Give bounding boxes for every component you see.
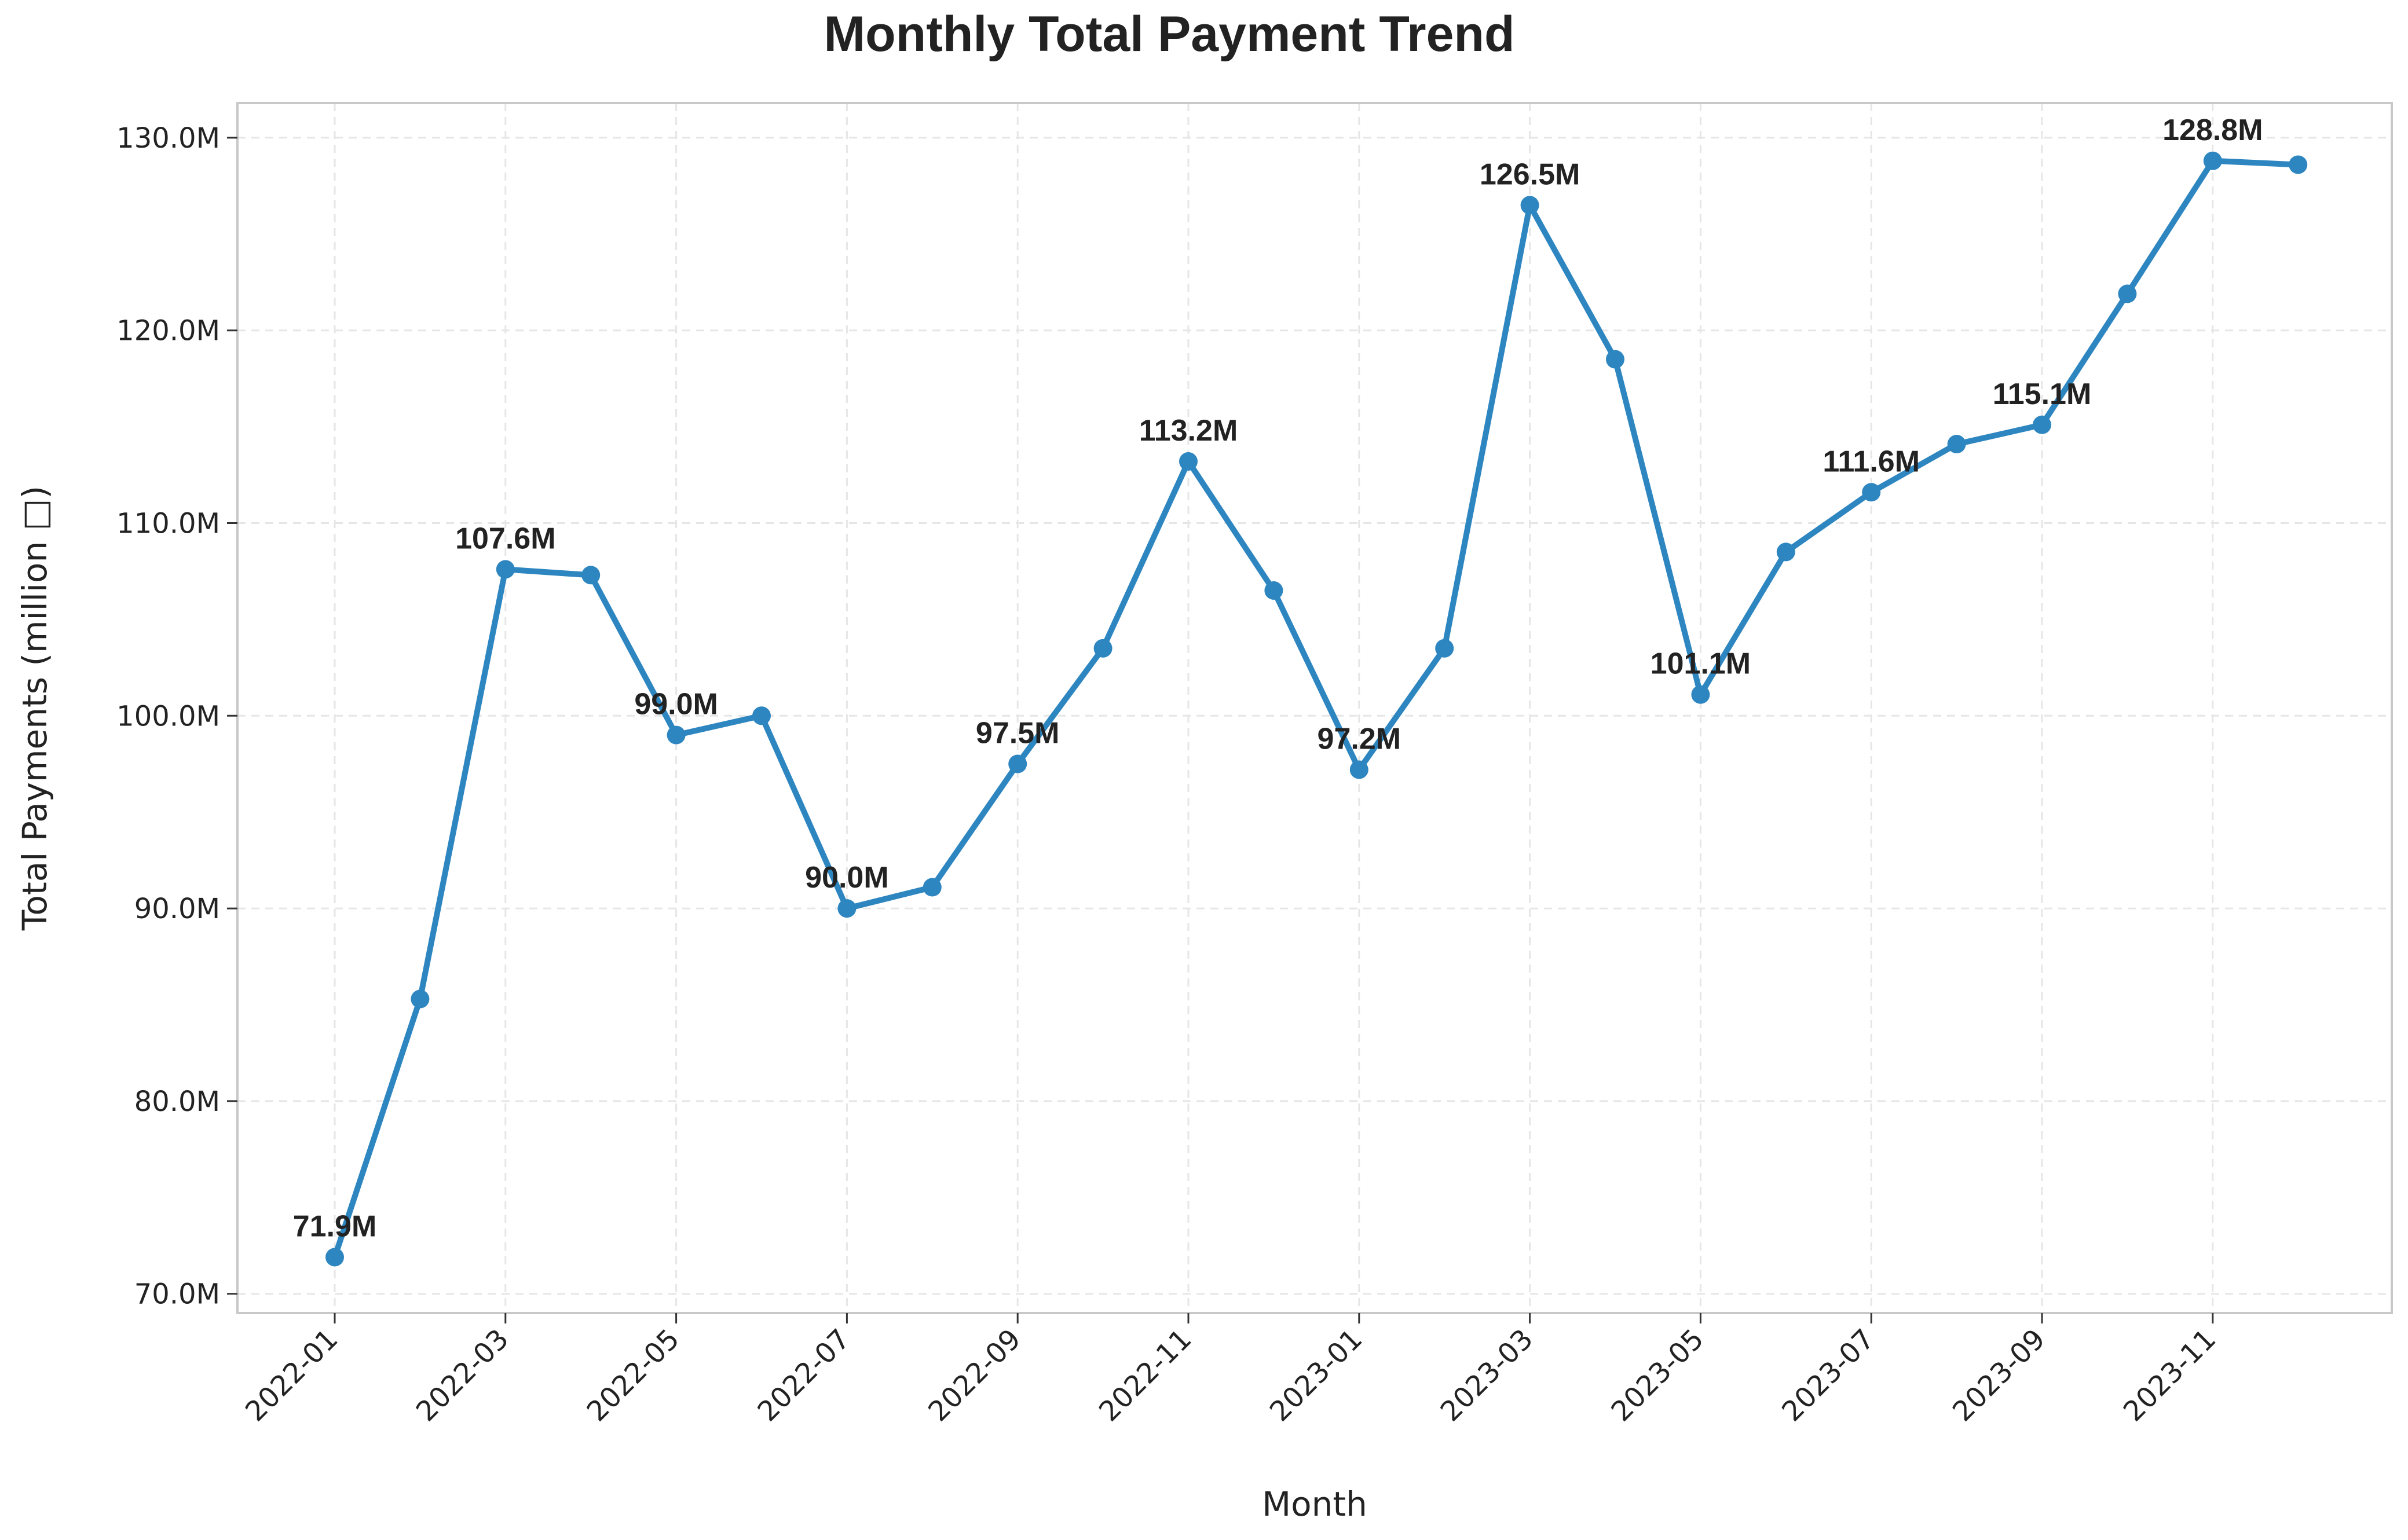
- y-tick-label: 90.0M: [134, 893, 220, 925]
- series-line: [332, 157, 2301, 1260]
- data-label: 115.1M: [1993, 377, 2092, 411]
- data-label: 99.0M: [634, 688, 718, 721]
- grid-lines: [237, 103, 2392, 1313]
- x-axis-label: Month: [1262, 1484, 1367, 1524]
- data-point: [1776, 542, 1795, 562]
- data-label: 107.6M: [455, 522, 555, 555]
- data-point: [923, 878, 942, 897]
- x-tick-label: 2022-09: [922, 1323, 1027, 1428]
- data-point: [1008, 754, 1027, 773]
- series-polyline: [332, 157, 2301, 1260]
- data-point: [1862, 483, 1881, 502]
- data-label: 90.0M: [805, 861, 889, 894]
- y-axis: 70.0M 80.0M 90.0M 100.0M 110.0M 120.0M 130.0M: [116, 122, 237, 1311]
- x-tick-label: 2022-07: [751, 1323, 856, 1428]
- x-tick-label: 2022-11: [1093, 1323, 1198, 1428]
- data-point: [496, 560, 515, 579]
- data-point: [2118, 284, 2137, 303]
- x-tick-label: 2023-07: [1776, 1323, 1880, 1428]
- data-point: [1520, 196, 1539, 215]
- data-point: [667, 725, 686, 745]
- data-point: [1179, 452, 1198, 471]
- x-tick-label: 2022-05: [581, 1323, 686, 1428]
- data-point: [1606, 350, 1624, 369]
- data-label: 126.5M: [1480, 157, 1580, 191]
- data-point: [2203, 151, 2222, 170]
- data-point: [1947, 435, 1966, 454]
- data-label: 113.2M: [1139, 414, 1238, 448]
- x-tick-label: 2023-01: [1264, 1323, 1368, 1428]
- data-label: 128.8M: [2162, 113, 2263, 147]
- data-point: [1093, 639, 1112, 658]
- x-tick-label: 2022-03: [410, 1323, 515, 1428]
- x-tick-label: 2023-05: [1605, 1323, 1710, 1428]
- data-point: [1435, 639, 1454, 658]
- data-label: 97.5M: [976, 717, 1060, 750]
- data-point: [325, 1248, 344, 1267]
- chart-title: Monthly Total Payment Trend: [824, 6, 1515, 62]
- data-label: 71.9M: [293, 1209, 377, 1243]
- y-tick-label: 130.0M: [116, 122, 220, 155]
- series-markers: [325, 151, 2308, 1267]
- x-tick-label: 2022-01: [239, 1323, 344, 1428]
- data-point: [837, 899, 857, 918]
- y-tick-label: 100.0M: [116, 700, 220, 732]
- data-point: [2289, 155, 2308, 174]
- data-point: [1691, 685, 1710, 704]
- y-tick-label: 110.0M: [116, 508, 220, 540]
- data-labels: 71.9M 107.6M 99.0M 90.0M 97.5M 113.2M 97.2M 126…: [293, 113, 2263, 1244]
- data-point: [411, 989, 430, 1009]
- y-axis-label: Total Payments (million □): [15, 486, 54, 931]
- x-tick-label: 2023-03: [1434, 1323, 1539, 1428]
- data-label: 111.6M: [1823, 445, 1920, 478]
- data-point: [581, 566, 601, 585]
- y-tick-label: 120.0M: [116, 315, 220, 347]
- data-label: 97.2M: [1318, 722, 1401, 756]
- x-tick-label: 2023-11: [2117, 1323, 2222, 1428]
- data-point: [1264, 581, 1283, 600]
- data-point: [2033, 415, 2051, 434]
- plot-frame: [236, 102, 2393, 1314]
- y-tick-label: 70.0M: [134, 1278, 220, 1311]
- y-tick-label: 80.0M: [134, 1086, 220, 1118]
- x-tick-label: 2023-09: [1946, 1323, 2051, 1428]
- data-label: 101.1M: [1651, 647, 1751, 681]
- data-point: [752, 706, 771, 725]
- data-point: [1349, 760, 1368, 779]
- x-axis: 2022-01 2022-03 2022-05 2022-07 2022-09 2022-…: [239, 1313, 2222, 1428]
